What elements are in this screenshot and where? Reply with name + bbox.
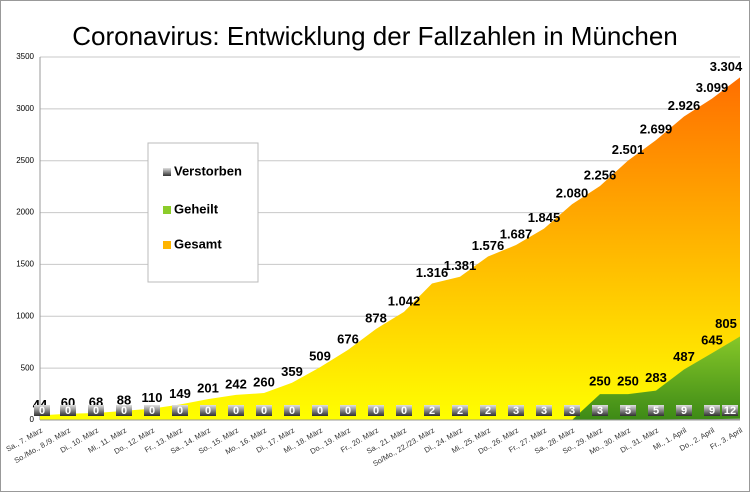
data-label: 260 bbox=[253, 374, 275, 389]
data-label-box bbox=[676, 405, 692, 416]
data-label: 242 bbox=[225, 376, 247, 391]
data-label-box bbox=[536, 405, 552, 416]
data-label-box bbox=[34, 405, 50, 416]
data-label: 149 bbox=[169, 386, 191, 401]
legend-swatch bbox=[163, 241, 171, 249]
data-label-box bbox=[452, 405, 468, 416]
data-label: 487 bbox=[673, 349, 695, 364]
data-label: 0 bbox=[65, 405, 71, 417]
data-label: 0 bbox=[149, 405, 155, 417]
data-label-box bbox=[368, 405, 384, 416]
area bbox=[40, 77, 740, 420]
data-label: 1.381 bbox=[444, 258, 477, 273]
data-label: 0 bbox=[121, 405, 127, 417]
data-label-box bbox=[60, 405, 76, 416]
chart-title: Coronavirus: Entwicklung der Fallzahlen … bbox=[72, 21, 678, 51]
data-label-box bbox=[648, 405, 664, 416]
data-label: 509 bbox=[309, 349, 331, 364]
data-label-box bbox=[284, 405, 300, 416]
data-label: 0 bbox=[93, 405, 99, 417]
data-label-box bbox=[424, 405, 440, 416]
data-label: 250 bbox=[589, 374, 611, 389]
data-label: 0 bbox=[289, 405, 295, 417]
data-label: 3 bbox=[597, 405, 603, 417]
legend-swatch bbox=[163, 206, 171, 214]
data-label: 0 bbox=[205, 405, 211, 417]
legend-label: Geheilt bbox=[174, 201, 219, 216]
data-label: 878 bbox=[365, 310, 387, 325]
data-label-box bbox=[228, 405, 244, 416]
data-label: 2 bbox=[485, 405, 491, 417]
data-label-box bbox=[564, 405, 580, 416]
y-tick-label: 1000 bbox=[16, 311, 34, 320]
data-label: 1.576 bbox=[472, 238, 505, 253]
data-label: 0 bbox=[401, 405, 407, 417]
data-label: 3 bbox=[569, 405, 575, 417]
data-label: 283 bbox=[645, 370, 667, 385]
y-tick-label: 500 bbox=[21, 363, 35, 372]
data-label: 1.687 bbox=[500, 226, 533, 241]
y-tick-label: 3000 bbox=[16, 104, 34, 113]
data-label: 3.099 bbox=[696, 80, 729, 95]
data-label: 645 bbox=[701, 333, 723, 348]
data-label-box bbox=[340, 405, 356, 416]
data-label: 9 bbox=[709, 405, 715, 417]
data-label: 1.845 bbox=[528, 210, 561, 225]
data-label-box bbox=[480, 405, 496, 416]
data-label: 0 bbox=[233, 405, 239, 417]
data-label: 0 bbox=[317, 405, 323, 417]
data-label-box bbox=[200, 405, 216, 416]
data-label-box bbox=[88, 405, 104, 416]
data-label: 676 bbox=[337, 331, 359, 346]
data-label: 110 bbox=[142, 390, 163, 405]
data-label: 3.304 bbox=[710, 59, 743, 74]
data-label-box bbox=[116, 405, 132, 416]
y-tick-label: 0 bbox=[30, 415, 35, 424]
legend-label: Verstorben bbox=[174, 163, 242, 178]
data-label: 2 bbox=[429, 405, 435, 417]
data-label: 805 bbox=[715, 316, 737, 331]
legend-label: Gesamt bbox=[174, 236, 222, 251]
data-label-box bbox=[592, 405, 608, 416]
data-label: 0 bbox=[261, 405, 267, 417]
data-label-box bbox=[722, 405, 738, 416]
y-tick-label: 2000 bbox=[16, 208, 34, 217]
data-label: 250 bbox=[617, 374, 639, 389]
data-label: 88 bbox=[117, 392, 131, 407]
data-label-box bbox=[256, 405, 272, 416]
data-label: 12 bbox=[724, 405, 736, 417]
data-label: 2 bbox=[457, 405, 463, 417]
data-label: 1.042 bbox=[388, 293, 421, 308]
data-label-box bbox=[620, 405, 636, 416]
data-label-box bbox=[144, 405, 160, 416]
data-label: 3 bbox=[513, 405, 519, 417]
data-label-box bbox=[704, 405, 720, 416]
data-label: 0 bbox=[345, 405, 351, 417]
data-label-box bbox=[396, 405, 412, 416]
data-label: 0 bbox=[177, 405, 183, 417]
data-label: 5 bbox=[625, 405, 631, 417]
data-label: 201 bbox=[197, 381, 219, 396]
data-label: 2.501 bbox=[612, 142, 645, 157]
data-label-box bbox=[508, 405, 524, 416]
data-label: 2.699 bbox=[640, 122, 673, 137]
data-label: 5 bbox=[653, 405, 659, 417]
data-label: 2.256 bbox=[584, 167, 617, 182]
data-label: 9 bbox=[681, 405, 687, 417]
data-label-box bbox=[312, 405, 328, 416]
y-tick-label: 2500 bbox=[16, 156, 34, 165]
y-tick-label: 1500 bbox=[16, 260, 34, 269]
legend-swatch bbox=[163, 168, 171, 176]
data-label: 2.080 bbox=[556, 186, 589, 201]
area bbox=[40, 336, 740, 420]
data-label: 0 bbox=[39, 405, 45, 417]
data-label: 359 bbox=[281, 364, 303, 379]
data-label: 2.926 bbox=[668, 98, 701, 113]
data-label-box bbox=[172, 405, 188, 416]
data-label: 0 bbox=[373, 405, 379, 417]
data-label: 3 bbox=[541, 405, 547, 417]
data-label: 1.316 bbox=[416, 265, 449, 280]
y-tick-label: 3500 bbox=[16, 52, 34, 61]
